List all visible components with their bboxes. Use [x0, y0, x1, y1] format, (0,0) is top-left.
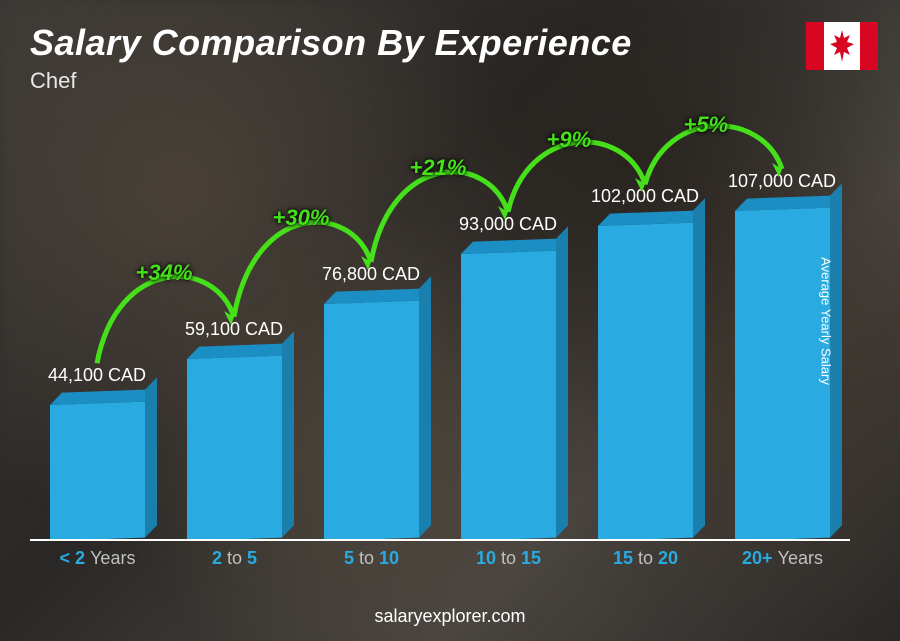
bar-x-label: 10 to 15 — [441, 548, 576, 569]
bar-top-face — [461, 238, 568, 254]
bar-value-label: 93,000 CAD — [433, 214, 583, 235]
bar-top-face — [50, 389, 157, 405]
bar-side-face — [145, 377, 157, 537]
canada-flag-icon — [806, 22, 878, 70]
bar-value-label: 102,000 CAD — [570, 186, 720, 207]
bar — [598, 223, 693, 541]
pct-increase-badge: +9% — [547, 127, 592, 153]
bar-x-label: 15 to 20 — [578, 548, 713, 569]
bar — [187, 355, 282, 541]
bar — [461, 251, 556, 541]
bar — [735, 208, 830, 541]
bar-group: < 2 Years — [30, 125, 165, 571]
bar-x-label: < 2 Years — [30, 548, 165, 569]
pct-increase-badge: +34% — [136, 260, 193, 286]
bar-group: 10 to 15 — [441, 125, 576, 571]
bar-top-face — [187, 343, 294, 359]
bar-x-label: 20+ Years — [715, 548, 850, 569]
bar — [50, 402, 145, 541]
y-axis-label: Average Yearly Salary — [819, 257, 834, 385]
bar-x-label: 5 to 10 — [304, 548, 439, 569]
bar-group: 2 to 5 — [167, 125, 302, 571]
bar-group: 5 to 10 — [304, 125, 439, 571]
footer-attribution: salaryexplorer.com — [0, 606, 900, 627]
page-title: Salary Comparison By Experience — [30, 22, 632, 64]
bar-value-label: 107,000 CAD — [707, 171, 857, 192]
bar-top-face — [735, 195, 842, 211]
bar-side-face — [556, 226, 568, 537]
pct-increase-badge: +5% — [684, 112, 729, 138]
bar-value-label: 59,100 CAD — [159, 319, 309, 340]
bar-value-label: 44,100 CAD — [22, 365, 172, 386]
page-subtitle: Chef — [30, 68, 632, 94]
pct-increase-badge: +30% — [273, 205, 330, 231]
header: Salary Comparison By Experience Chef — [30, 22, 632, 94]
bar-x-label: 2 to 5 — [167, 548, 302, 569]
salary-bar-chart: < 2 Years44,100 CAD2 to 559,100 CAD+34%5… — [30, 125, 850, 571]
bar-top-face — [324, 288, 431, 304]
pct-increase-badge: +21% — [410, 155, 467, 181]
bar-top-face — [598, 211, 705, 227]
bar-side-face — [693, 199, 705, 538]
chart-baseline — [30, 539, 850, 541]
bar-value-label: 76,800 CAD — [296, 264, 446, 285]
bar-side-face — [419, 276, 431, 537]
bar — [324, 301, 419, 541]
bar-side-face — [282, 331, 294, 538]
